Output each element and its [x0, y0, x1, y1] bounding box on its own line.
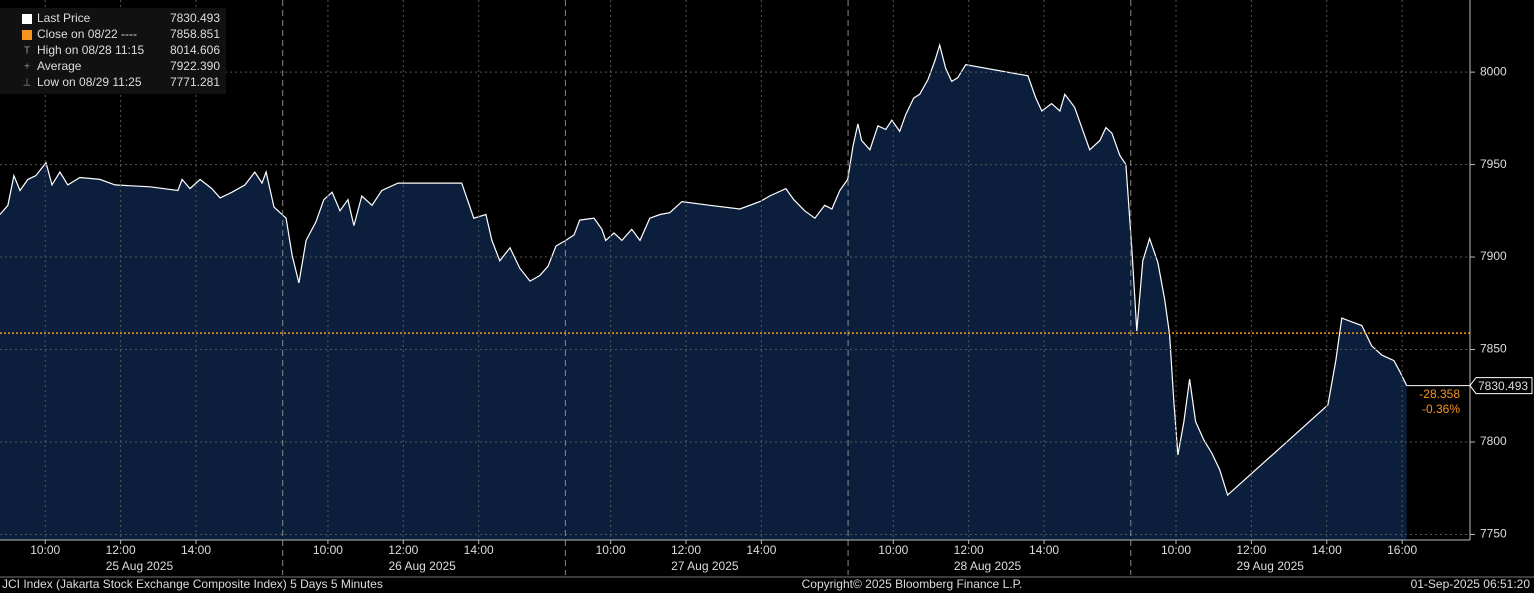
x-tick-label: 10:00: [1161, 543, 1191, 557]
price-line: [0, 42, 1408, 497]
legend-value: 7771.281: [170, 75, 220, 89]
legend-value: 7858.851: [170, 27, 220, 41]
x-tick-label: 10:00: [878, 543, 908, 557]
x-tick-label: 10:00: [313, 543, 343, 557]
change: -28.358: [1419, 387, 1460, 401]
day-label: 29 Aug 2025: [1237, 559, 1305, 573]
x-tick-label: 16:00: [1387, 543, 1417, 557]
legend-icon: +: [24, 62, 30, 73]
x-tick-label: 12:00: [954, 543, 984, 557]
legend-name: High on 08/28 11:15: [37, 43, 145, 57]
legend-icon: T: [24, 46, 30, 57]
timestamp: 01-Sep-2025 06:51:20: [1411, 577, 1531, 591]
legend-value: 8014.606: [170, 43, 220, 57]
x-tick-label: 14:00: [1029, 543, 1059, 557]
legend-swatch: [22, 30, 32, 40]
day-label: 27 Aug 2025: [671, 559, 739, 573]
legend-value: 7922.390: [170, 59, 220, 73]
x-tick-label: 14:00: [1312, 543, 1342, 557]
legend-name: Low on 08/29 11:25: [37, 75, 142, 89]
x-tick-label: 10:00: [596, 543, 626, 557]
y-tick-label: 7800: [1480, 434, 1507, 448]
legend-box: [0, 8, 226, 94]
change-pct: -0.36%: [1422, 402, 1460, 416]
y-tick-label: 7900: [1480, 249, 1507, 263]
x-tick-label: 12:00: [106, 543, 136, 557]
copyright: Copyright© 2025 Bloomberg Finance L.P.: [802, 577, 1023, 591]
last-price-tag: [1469, 377, 1533, 395]
legend-name: Last Price: [37, 11, 91, 25]
x-tick-label: 14:00: [746, 543, 776, 557]
x-tick-label: 12:00: [388, 543, 418, 557]
x-tick-label: 10:00: [30, 543, 60, 557]
x-tick-label: 14:00: [464, 543, 494, 557]
plot: [0, 42, 1408, 540]
day-label: 25 Aug 2025: [106, 559, 174, 573]
legend-name: Close on 08/22 ----: [37, 27, 137, 41]
y-tick-label: 7850: [1480, 342, 1507, 356]
y-tick-label: 7750: [1480, 527, 1507, 541]
y-tick-label: 8000: [1480, 64, 1507, 78]
day-label: 28 Aug 2025: [954, 559, 1022, 573]
footer-title: JCI Index (Jakarta Stock Exchange Compos…: [2, 577, 383, 591]
y-tick-label: 7950: [1480, 157, 1507, 171]
x-tick-label: 12:00: [671, 543, 701, 557]
legend-swatch: [22, 14, 32, 24]
x-tick-label: 12:00: [1236, 543, 1266, 557]
last-price-label: 7830.493: [1478, 379, 1528, 393]
legend-name: Average: [37, 59, 82, 73]
legend-value: 7830.493: [170, 11, 220, 25]
legend-icon: ⊥: [23, 78, 32, 89]
area: [0, 45, 1407, 540]
day-label: 26 Aug 2025: [388, 559, 456, 573]
x-tick-label: 14:00: [181, 543, 211, 557]
